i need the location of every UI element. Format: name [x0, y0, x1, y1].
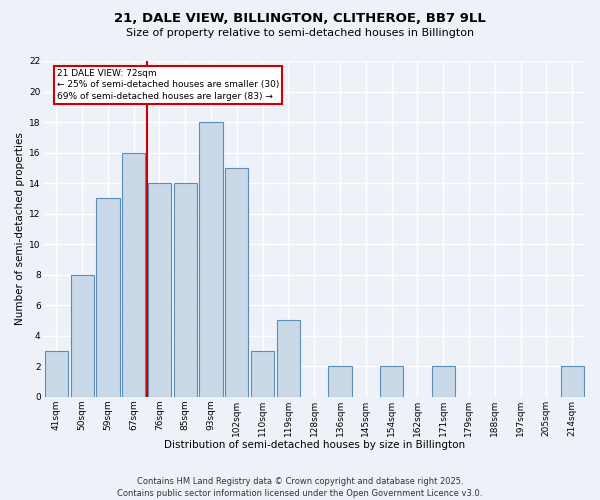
Bar	[97, 198, 119, 396]
Text: 21 DALE VIEW: 72sqm
← 25% of semi-detached houses are smaller (30)
69% of semi-d: 21 DALE VIEW: 72sqm ← 25% of semi-detach…	[57, 68, 279, 101]
Text: Contains HM Land Registry data © Crown copyright and database right 2025.
Contai: Contains HM Land Registry data © Crown c…	[118, 476, 482, 498]
Bar	[277, 320, 300, 396]
Bar	[225, 168, 248, 396]
Bar	[199, 122, 223, 396]
Bar	[380, 366, 403, 396]
Text: 21, DALE VIEW, BILLINGTON, CLITHEROE, BB7 9LL: 21, DALE VIEW, BILLINGTON, CLITHEROE, BB…	[114, 12, 486, 26]
Bar	[122, 152, 145, 396]
Y-axis label: Number of semi-detached properties: Number of semi-detached properties	[15, 132, 25, 326]
Bar	[173, 183, 197, 396]
Bar	[560, 366, 584, 396]
Bar	[328, 366, 352, 396]
Bar	[251, 351, 274, 397]
X-axis label: Distribution of semi-detached houses by size in Billington: Distribution of semi-detached houses by …	[164, 440, 465, 450]
Bar	[71, 274, 94, 396]
Bar	[45, 351, 68, 397]
Bar	[148, 183, 171, 396]
Bar	[431, 366, 455, 396]
Text: Size of property relative to semi-detached houses in Billington: Size of property relative to semi-detach…	[126, 28, 474, 38]
